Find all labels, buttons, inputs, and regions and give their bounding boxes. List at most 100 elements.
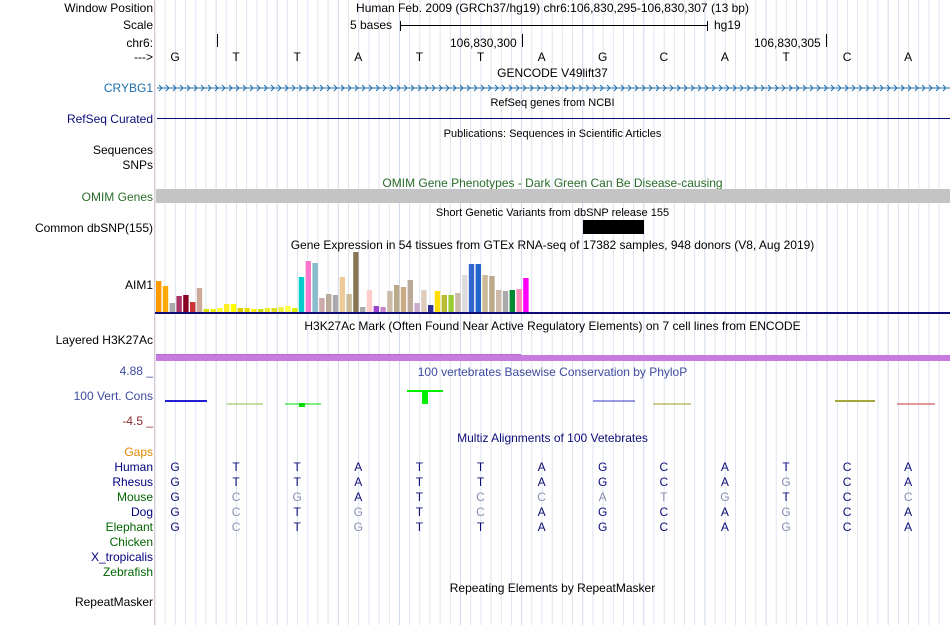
gencode-strand-chevron — [284, 84, 289, 92]
refseq-track-title[interactable]: RefSeq genes from NCBI — [490, 97, 615, 109]
h3k27ac-signal[interactable] — [156, 355, 950, 361]
multiz-base: G — [781, 475, 791, 489]
gencode-gene-feature[interactable] — [155, 82, 950, 94]
publications-track-title[interactable]: Publications: Sequences in Scientific Ar… — [443, 128, 662, 140]
multiz-base: C — [231, 490, 241, 504]
gtex-tissue-bar — [264, 308, 271, 312]
multiz-track-title[interactable]: Multiz Alignments of 100 Vetebrates — [457, 431, 648, 445]
multiz-base: T — [293, 520, 301, 534]
h3k27ac-signal-edge — [156, 354, 521, 355]
multiz-base: G — [598, 460, 608, 474]
gencode-strand-chevron — [333, 84, 338, 92]
dbsnp-variant[interactable] — [583, 220, 644, 234]
gencode-strand-chevron — [221, 84, 226, 92]
gtex-expression-chart[interactable] — [155, 252, 950, 315]
phylop-min-label: -4.5 _ — [122, 414, 153, 428]
multiz-base: A — [904, 460, 913, 474]
gencode-strand-chevron — [830, 84, 835, 92]
gencode-strand-chevron — [347, 84, 352, 92]
multiz-base: T — [293, 505, 301, 519]
phylop-max-label: 4.88 _ — [119, 364, 153, 378]
multiz-base: G — [170, 460, 180, 474]
gencode-strand-chevron — [725, 84, 730, 92]
reference-base: G — [170, 50, 180, 64]
gtex-track-label[interactable]: AIM1 — [124, 278, 153, 292]
multiz-base: T — [660, 490, 668, 504]
gencode-strand-chevron — [921, 84, 926, 92]
gtex-tissue-bar — [285, 306, 291, 312]
gtex-tissue-bar — [278, 307, 284, 312]
gtex-tissue-bar — [190, 302, 196, 312]
gencode-strand-chevron — [802, 84, 807, 92]
multiz-base: A — [904, 505, 913, 519]
h3k27ac-track-label[interactable]: Layered H3K27Ac — [55, 333, 153, 347]
gencode-strand-chevron — [214, 84, 219, 92]
h3k27ac-track-title[interactable]: H3K27Ac Mark (Often Found Near Active Re… — [304, 319, 801, 333]
phylop-track-label[interactable]: 100 Vert. Cons — [73, 389, 153, 403]
gtex-tissue-bar — [496, 290, 502, 312]
gencode-track-title[interactable]: GENCODE V49lift37 — [497, 66, 608, 80]
gtex-tissue-bar — [258, 309, 264, 312]
sequences-track-label[interactable]: Sequences — [92, 143, 153, 157]
gtex-tissue-bar — [400, 287, 407, 312]
coord-label-2: 106,830,305 — [754, 36, 821, 50]
gencode-strand-chevron — [746, 84, 751, 92]
gencode-strand-chevron — [291, 84, 296, 92]
gtex-tissue-bar — [414, 303, 420, 312]
repeatmasker-track-title[interactable]: Repeating Elements by RepeatMasker — [449, 581, 656, 595]
gtex-tissue-bar — [421, 290, 427, 312]
gtex-tissue-bar — [339, 277, 345, 312]
gencode-strand-chevron — [186, 84, 191, 92]
gencode-gene-label[interactable]: CRYBG1 — [103, 81, 153, 95]
gencode-strand-chevron — [648, 84, 653, 92]
omim-track-title[interactable]: OMIM Gene Phenotypes - Dark Green Can Be… — [382, 176, 723, 190]
multiz-base: A — [720, 475, 729, 489]
gencode-strand-chevron — [823, 84, 828, 92]
gencode-strand-chevron — [200, 84, 205, 92]
gtex-tissue-bar — [509, 290, 515, 312]
gencode-strand-chevron — [172, 84, 177, 92]
gencode-strand-chevron — [851, 84, 856, 92]
gencode-strand-chevron — [158, 84, 163, 92]
gencode-strand-chevron — [368, 84, 373, 92]
multiz-base: C — [842, 475, 852, 489]
multiz-base: A — [598, 490, 607, 504]
gencode-strand-chevron — [592, 84, 597, 92]
gencode-strand-chevron — [606, 84, 611, 92]
multiz-species-label: Mouse — [116, 490, 153, 504]
gencode-strand-chevron — [585, 84, 590, 92]
phylop-signal[interactable] — [155, 380, 950, 420]
refseq-gene-line[interactable] — [157, 118, 950, 119]
snps-track-label[interactable]: SNPs — [122, 158, 153, 172]
gencode-strand-chevron — [620, 84, 625, 92]
omim-gene-bar[interactable] — [156, 189, 950, 203]
gtex-tissue-bar — [387, 291, 393, 312]
omim-track-label[interactable]: OMIM Genes — [81, 190, 153, 204]
gtex-track-title[interactable]: Gene Expression in 54 tissues from GTEx … — [290, 238, 815, 252]
gencode-strand-chevron — [599, 84, 604, 92]
gtex-tissue-bar — [380, 307, 386, 312]
multiz-base: G — [781, 520, 791, 534]
multiz-base: T — [293, 475, 301, 489]
repeatmasker-track-label[interactable]: RepeatMasker — [74, 595, 153, 609]
multiz-base: T — [476, 520, 485, 534]
gencode-strand-chevron — [382, 84, 387, 92]
gencode-strand-chevron — [298, 84, 303, 92]
gencode-strand-chevron — [893, 84, 898, 92]
gtex-tissue-bar — [196, 288, 203, 312]
multiz-base: A — [537, 475, 546, 489]
phylop-track-title[interactable]: 100 vertebrates Basewise Conservation by… — [417, 365, 688, 379]
multiz-base: G — [170, 490, 180, 504]
gencode-strand-chevron — [340, 84, 345, 92]
dbsnp-track-title[interactable]: Short Genetic Variants from dbSNP releas… — [435, 207, 670, 219]
gencode-strand-chevron — [193, 84, 198, 92]
refseq-track-label[interactable]: RefSeq Curated — [66, 112, 153, 126]
gencode-strand-chevron — [312, 84, 317, 92]
dbsnp-track-label[interactable]: Common dbSNP(155) — [34, 221, 153, 235]
gencode-strand-chevron — [886, 84, 891, 92]
gencode-strand-chevron — [844, 84, 849, 92]
multiz-base: C — [842, 505, 852, 519]
gencode-strand-chevron — [452, 84, 457, 92]
gencode-strand-chevron — [550, 84, 555, 92]
multiz-base: T — [415, 490, 424, 504]
